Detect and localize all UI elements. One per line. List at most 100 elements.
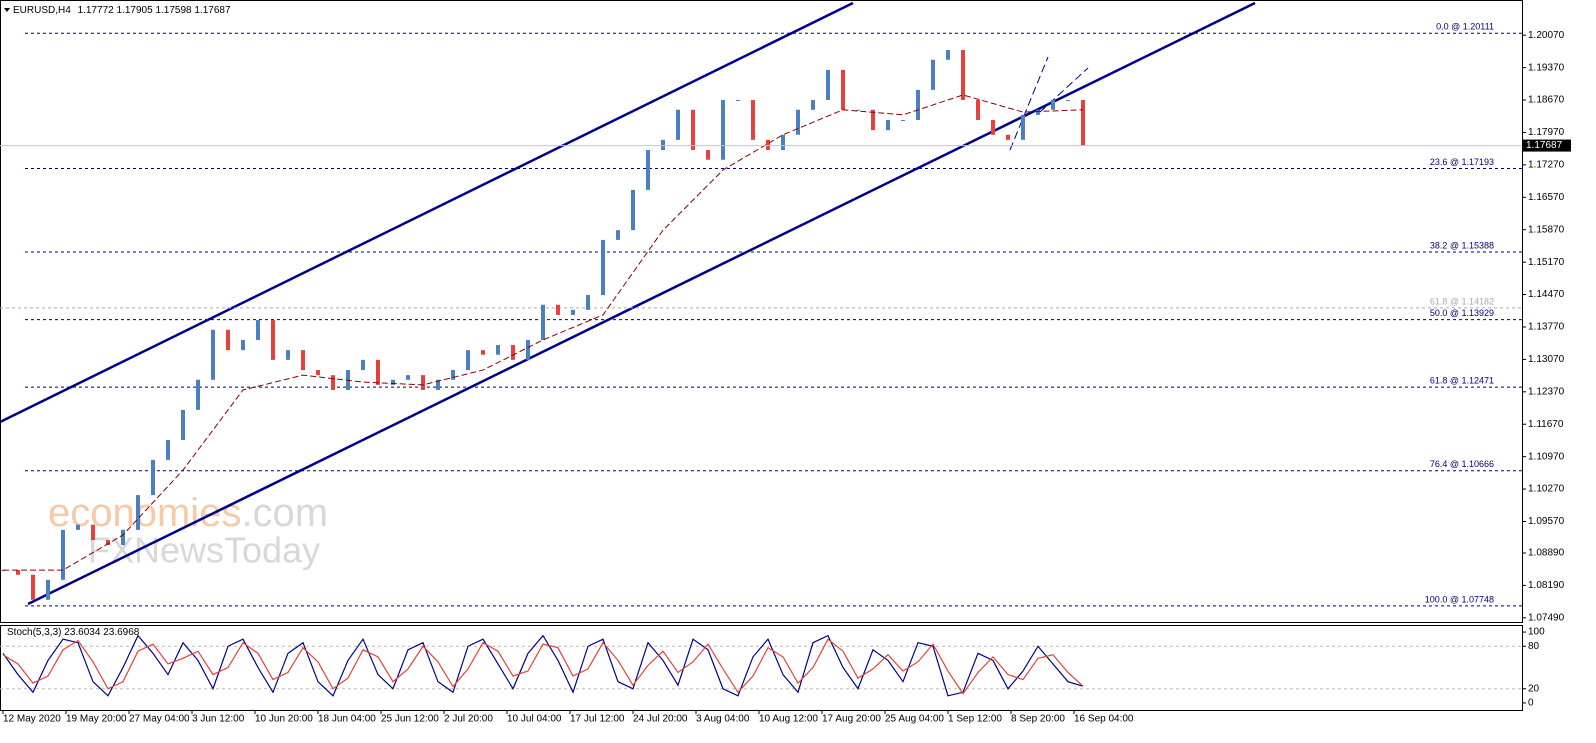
fib-label: 61.8 @ 1.14182 [1430, 296, 1494, 306]
fib-label: 38.2 @ 1.15388 [1430, 240, 1494, 250]
candle [301, 350, 305, 371]
y-tick-label: 1.17270 [1528, 160, 1565, 171]
candle [691, 109, 695, 151]
x-tick-label: 18 Jun 04:00 [318, 714, 376, 725]
watermark-news: FXNewsToday [88, 530, 320, 571]
candle [601, 239, 605, 296]
candle [646, 150, 650, 190]
candle [16, 570, 20, 575]
candle [1051, 100, 1055, 110]
x-tick-label: 10 Jun 20:00 [255, 714, 313, 725]
y-tick-label: 1.15170 [1528, 257, 1565, 268]
fib-label: 50.0 @ 1.13929 [1430, 308, 1494, 318]
main-frame [0, 0, 1523, 623]
channel-lower [27, 1, 1256, 606]
close: 1.17687 [194, 5, 231, 16]
candle [466, 350, 470, 371]
symbol: EURUSD,H4 [13, 5, 71, 16]
candle [766, 139, 770, 151]
y-tick-label: 1.08190 [1528, 580, 1565, 591]
candle [676, 109, 680, 140]
candle [1066, 100, 1070, 102]
candle [361, 359, 365, 371]
candle [181, 409, 185, 440]
candle [856, 109, 860, 111]
x-tick-label: 10 Jul 04:00 [507, 714, 562, 725]
candle [571, 309, 575, 315]
y-tick-label: 1.17970 [1528, 127, 1565, 138]
fib-label: 61.8 @ 1.12471 [1430, 376, 1494, 386]
candle [736, 100, 740, 102]
candle [496, 345, 500, 355]
candle [106, 540, 110, 546]
x-tick-label: 3 Aug 04:00 [696, 714, 750, 725]
candle [901, 119, 905, 121]
candle [886, 119, 890, 131]
candle [316, 370, 320, 376]
candle [271, 320, 275, 360]
candle [436, 379, 440, 390]
stoch-signal: 23.6968 [103, 627, 140, 638]
stoch-header: Stoch(5,3,3) 23.6034 23.6968 [7, 627, 140, 638]
x-tick-label: 24 Jul 20:00 [633, 714, 688, 725]
high: 1.17905 [117, 5, 154, 16]
y-tick-label: 1.18670 [1528, 95, 1565, 106]
x-tick-label: 17 Aug 20:00 [822, 714, 881, 725]
y-tick-label: 1.10970 [1528, 451, 1565, 462]
low: 1.17598 [155, 5, 192, 16]
y-tick-label: 80 [1528, 641, 1540, 652]
fib-label: 0.0 @ 1.20111 [1436, 22, 1494, 32]
candle [421, 375, 425, 390]
candle [121, 529, 125, 546]
candle [1021, 114, 1025, 140]
x-tick-label: 8 Sep 20:00 [1011, 714, 1065, 725]
stoch-title: Stoch(5,3,3) [7, 627, 61, 638]
candle [166, 439, 170, 460]
candle [481, 350, 485, 355]
y-tick-label: 1.16570 [1528, 192, 1565, 203]
candle [256, 320, 260, 340]
candle [841, 69, 845, 110]
candle [1036, 109, 1040, 115]
fib-label: 76.4 @ 1.10666 [1430, 459, 1494, 469]
stoch-line [2, 634, 1084, 697]
y-tick-label: 1.12370 [1528, 386, 1565, 397]
candle [91, 524, 95, 541]
candle [826, 69, 830, 101]
y-tick-label: 1.08890 [1528, 548, 1565, 559]
collapse-icon [4, 8, 10, 12]
x-tick-label: 12 May 2020 [3, 714, 61, 725]
candle [811, 100, 815, 110]
candle [451, 370, 455, 380]
header: EURUSD,H4 1.17772 1.17905 1.17598 1.1768… [13, 5, 231, 16]
candle [721, 100, 725, 160]
x-tick-label: 19 May 20:00 [66, 714, 127, 725]
candle [706, 150, 710, 160]
stoch-line [2, 638, 1084, 695]
candle [751, 100, 755, 140]
candle [586, 295, 590, 310]
y-tick-label: 1.09570 [1528, 516, 1565, 527]
x-tick-label: 10 Aug 12:00 [759, 714, 818, 725]
candle [916, 89, 920, 120]
fib-label: 23.6 @ 1.17193 [1430, 157, 1494, 167]
candle [781, 134, 785, 151]
candle [1006, 134, 1010, 140]
candle [616, 230, 620, 240]
candle [136, 495, 140, 530]
x-tick-label: 25 Jun 12:00 [381, 714, 439, 725]
x-tick-label: 1 Sep 12:00 [948, 714, 1002, 725]
candle [976, 100, 980, 120]
watermark-domain: .com [241, 491, 328, 535]
open: 1.17772 [78, 5, 115, 16]
channel-upper [0, 1, 854, 424]
candle [391, 379, 395, 385]
candle [556, 304, 560, 315]
y-tick-label: 1.11670 [1528, 419, 1564, 430]
candle [946, 50, 950, 60]
stoch-frame [0, 625, 1523, 711]
candle [406, 375, 410, 380]
candle [541, 304, 545, 340]
watermark-brand: economies [48, 491, 241, 535]
